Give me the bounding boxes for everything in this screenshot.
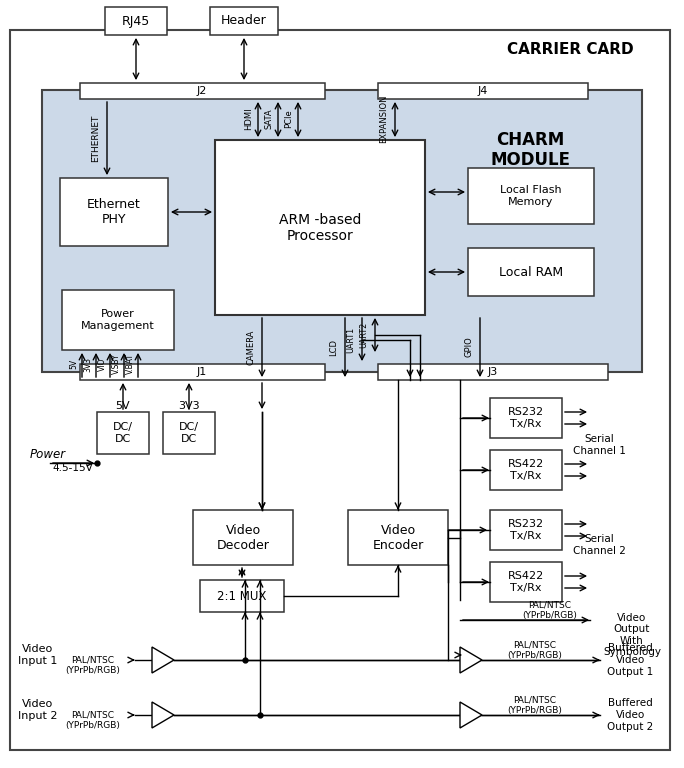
Text: 2:1 MUX: 2:1 MUX — [218, 590, 267, 603]
Text: RS232
Tx/Rx: RS232 Tx/Rx — [508, 519, 544, 541]
Text: V.BAT: V.BAT — [125, 353, 135, 375]
Text: ETHERNET: ETHERNET — [92, 114, 101, 162]
Text: 3V3: 3V3 — [179, 401, 200, 411]
Bar — [193, 510, 293, 565]
Bar — [163, 412, 215, 454]
Bar — [468, 168, 594, 224]
Bar — [490, 510, 562, 550]
Text: SATA: SATA — [265, 109, 274, 129]
Text: PCIe: PCIe — [285, 110, 293, 128]
Text: Serial
Channel 2: Serial Channel 2 — [573, 535, 626, 556]
Text: RS422
Tx/Rx: RS422 Tx/Rx — [508, 571, 544, 593]
Text: Buffered
Video
Output 1: Buffered Video Output 1 — [607, 644, 653, 677]
Text: V.SBY: V.SBY — [111, 353, 120, 374]
Text: EXPANSION: EXPANSION — [380, 94, 389, 144]
Text: PAL/NTSC
(YPrPb/RGB): PAL/NTSC (YPrPb/RGB) — [523, 601, 577, 620]
Text: PAL/NTSC
(YPrPb/RGB): PAL/NTSC (YPrPb/RGB) — [65, 655, 120, 675]
Text: PAL/NTSC
(YPrPb/RGB): PAL/NTSC (YPrPb/RGB) — [65, 710, 120, 730]
Text: VIO: VIO — [98, 357, 107, 371]
Text: CHARM
MODULE: CHARM MODULE — [490, 131, 570, 170]
Polygon shape — [460, 702, 482, 728]
Text: Local RAM: Local RAM — [499, 266, 563, 279]
Text: LCD: LCD — [330, 339, 339, 356]
Bar — [97, 412, 149, 454]
Bar — [468, 248, 594, 296]
Bar — [490, 562, 562, 602]
Text: Ethernet
PHY: Ethernet PHY — [87, 198, 141, 226]
Text: Video
Encoder: Video Encoder — [372, 524, 423, 552]
Text: J4: J4 — [478, 86, 488, 96]
Text: CARRIER CARD: CARRIER CARD — [507, 42, 633, 58]
Text: Serial
Channel 1: Serial Channel 1 — [573, 434, 626, 455]
Bar — [105, 7, 167, 35]
Bar — [378, 83, 588, 99]
Bar — [210, 7, 278, 35]
Text: Video
Output
With
Symbology: Video Output With Symbology — [603, 613, 661, 657]
Text: Local Flash
Memory: Local Flash Memory — [500, 185, 562, 207]
Text: UART1: UART1 — [347, 327, 356, 353]
Text: HDMI: HDMI — [244, 108, 254, 131]
Text: RS232
Tx/Rx: RS232 Tx/Rx — [508, 407, 544, 429]
Text: UART2: UART2 — [360, 322, 369, 348]
Text: 5V: 5V — [70, 359, 79, 369]
Bar — [200, 580, 284, 612]
Bar — [60, 178, 168, 246]
Text: 5V: 5V — [116, 401, 131, 411]
Text: PAL/NTSC
(YPrPb/RGB): PAL/NTSC (YPrPb/RGB) — [508, 641, 562, 660]
Text: RS422
Tx/Rx: RS422 Tx/Rx — [508, 459, 544, 481]
Text: CAMERA: CAMERA — [246, 329, 256, 365]
Text: GPIO: GPIO — [464, 336, 473, 357]
Text: 3V3: 3V3 — [83, 356, 92, 372]
Bar — [80, 364, 325, 380]
Bar — [490, 398, 562, 438]
Text: Power: Power — [30, 449, 66, 462]
Text: J3: J3 — [488, 367, 498, 377]
Text: Buffered
Video
Output 2: Buffered Video Output 2 — [607, 698, 653, 732]
Polygon shape — [460, 647, 482, 673]
Text: PAL/NTSC
(YPrPb/RGB): PAL/NTSC (YPrPb/RGB) — [508, 695, 562, 715]
Text: Video
Decoder: Video Decoder — [217, 524, 269, 552]
Text: Video
Input 1: Video Input 1 — [18, 644, 57, 666]
Text: Header: Header — [221, 15, 267, 28]
Bar — [62, 290, 174, 350]
Polygon shape — [152, 702, 174, 728]
Bar — [378, 364, 608, 380]
Text: Video
Input 2: Video Input 2 — [18, 699, 57, 721]
Text: ARM -based
Processor: ARM -based Processor — [279, 213, 361, 243]
Text: Power
Management: Power Management — [81, 310, 155, 331]
Bar — [215, 140, 425, 315]
Text: RJ45: RJ45 — [122, 15, 150, 28]
Text: DC/
DC: DC/ DC — [113, 422, 133, 444]
Bar — [42, 90, 642, 372]
Bar — [490, 450, 562, 490]
Bar — [348, 510, 448, 565]
Bar — [80, 83, 325, 99]
Text: 4.5-15V: 4.5-15V — [52, 463, 93, 473]
Text: J1: J1 — [197, 367, 207, 377]
Text: J2: J2 — [197, 86, 207, 96]
Text: DC/
DC: DC/ DC — [179, 422, 199, 444]
Polygon shape — [152, 647, 174, 673]
